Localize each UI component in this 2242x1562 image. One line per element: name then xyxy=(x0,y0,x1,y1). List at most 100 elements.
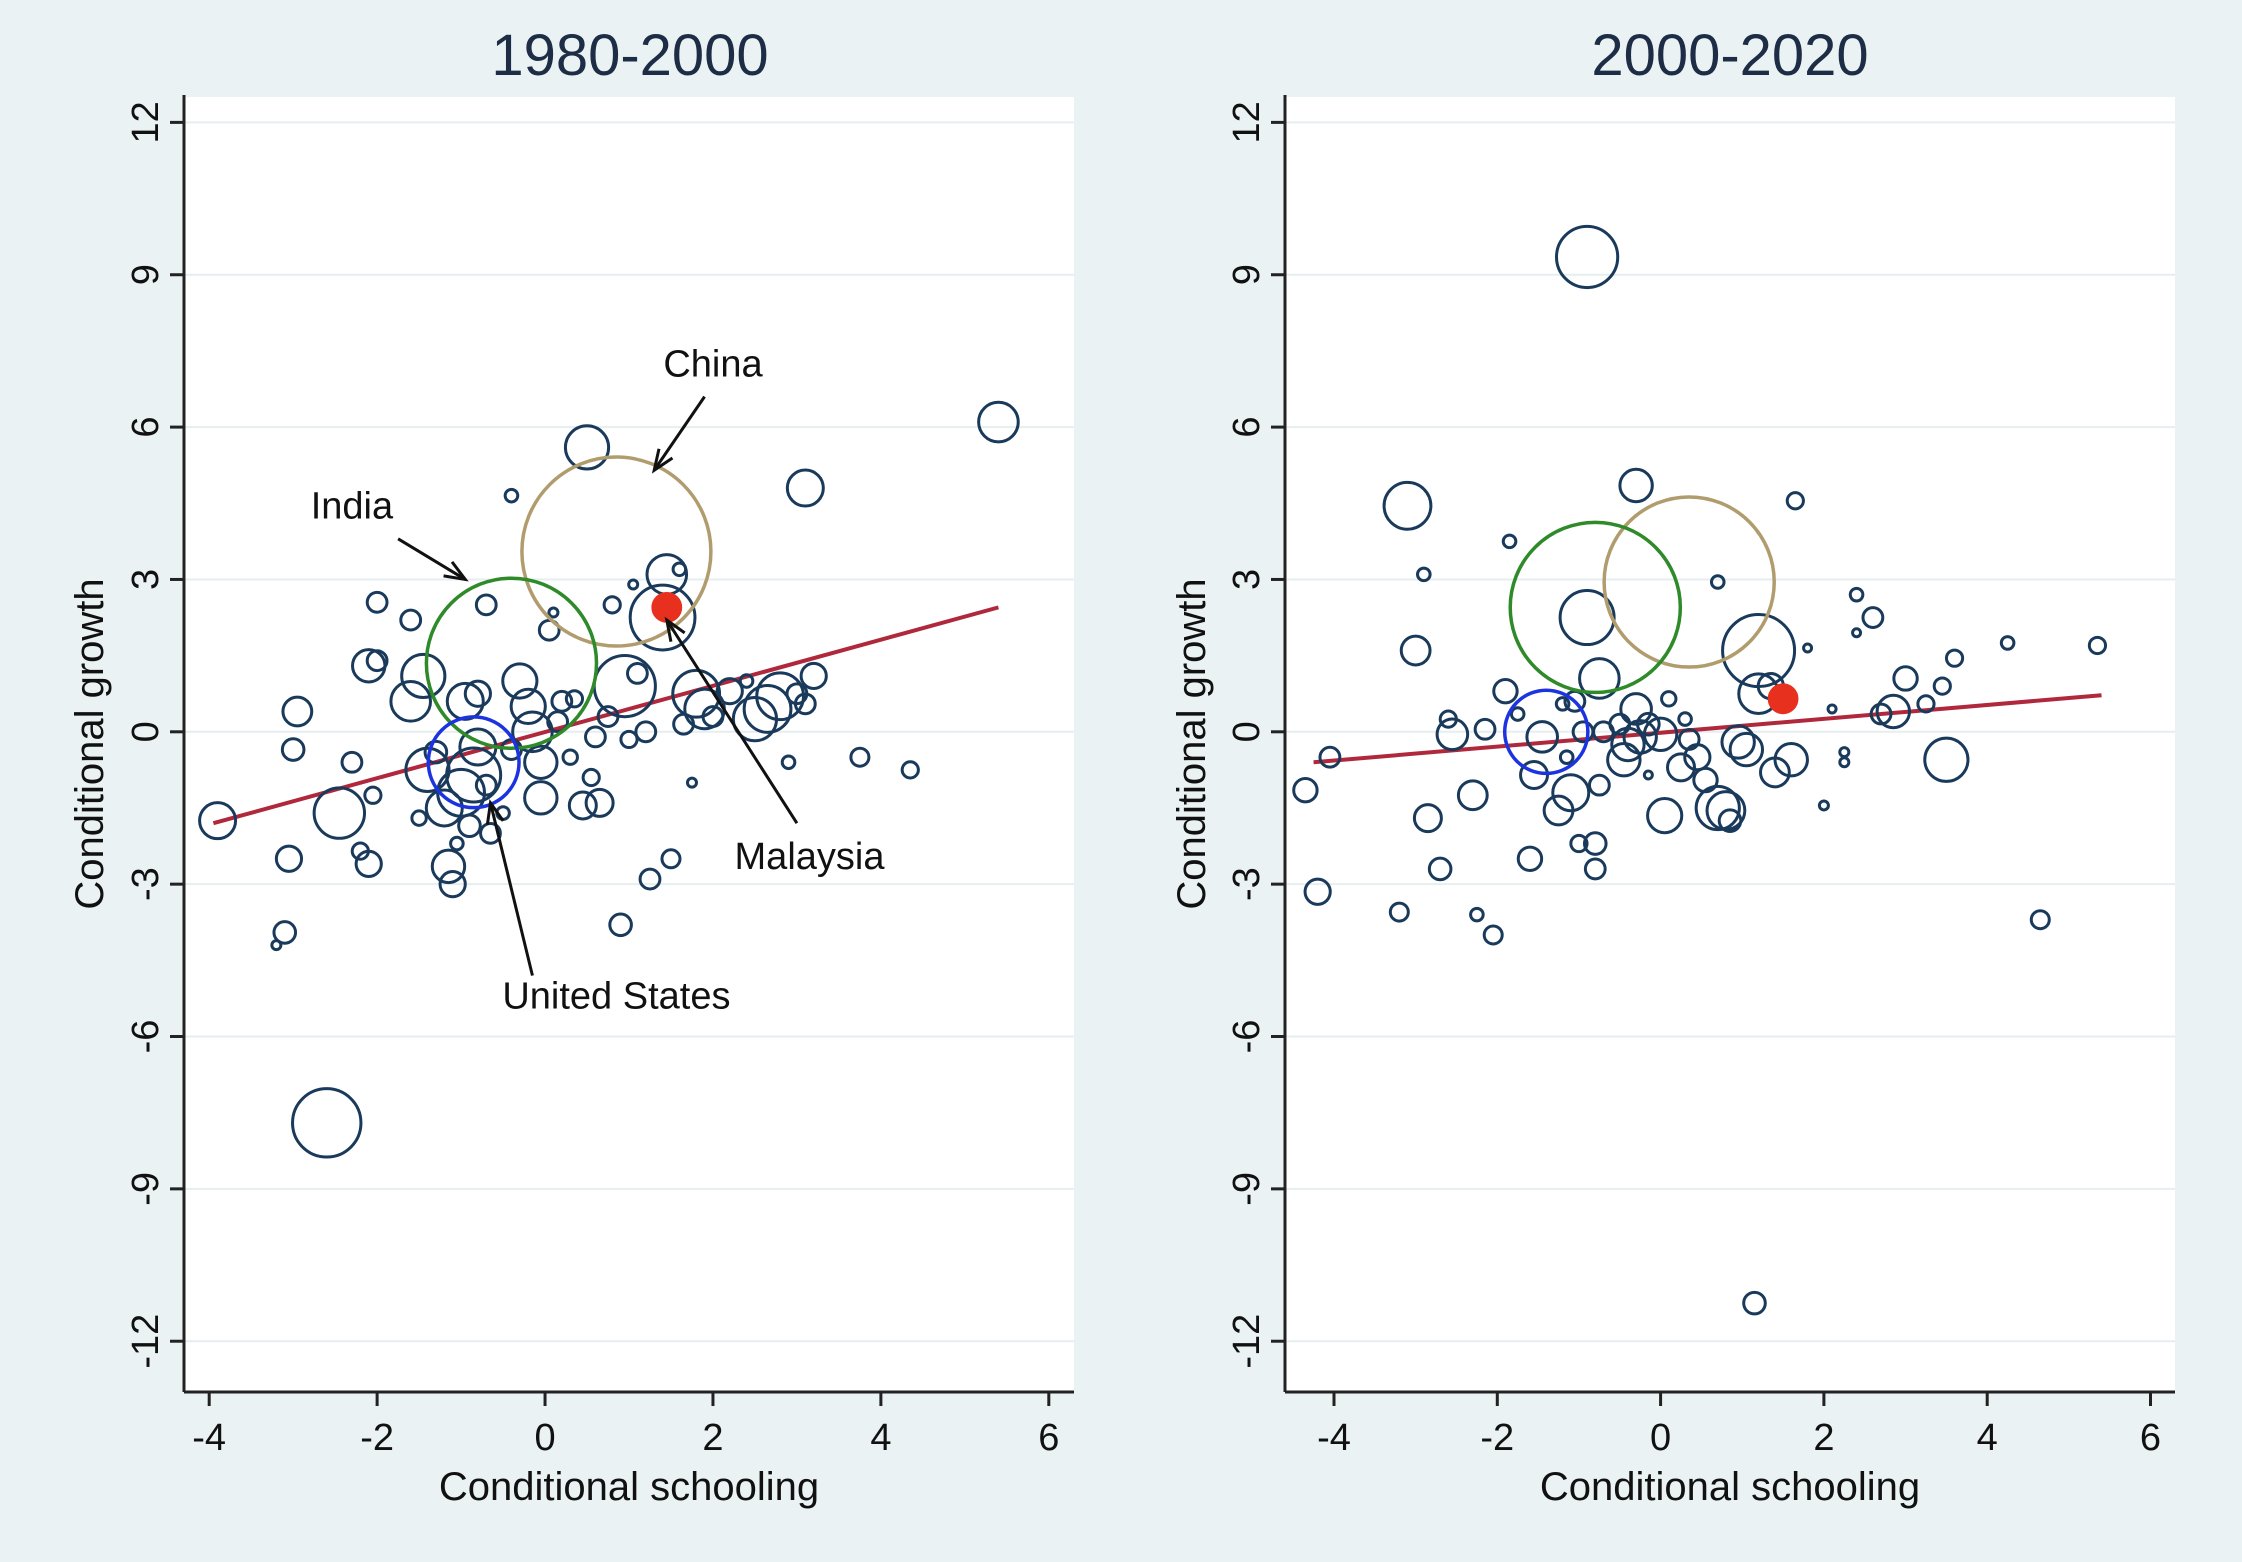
scatter-points xyxy=(1292,224,2108,1316)
x-tick-label: -4 xyxy=(1317,1417,1351,1459)
data-point xyxy=(625,662,649,685)
x-axis-label: Conditional schooling xyxy=(1540,1465,1920,1509)
data-point xyxy=(1501,533,1518,550)
gridlines xyxy=(1285,121,2175,1343)
data-point xyxy=(671,561,688,578)
data-point xyxy=(400,652,447,700)
data-point xyxy=(608,912,633,938)
data-point xyxy=(1677,711,1693,727)
annotation-arrow-line xyxy=(665,619,799,825)
data-point xyxy=(281,695,314,728)
data-point xyxy=(581,767,601,788)
data-point xyxy=(291,1087,363,1159)
panel-2000-2020: 2000-2020 -12 -9 -6 -3 0 3 6 9 12 -4 -2 0 2 4 6 Condit… xyxy=(1170,23,2175,1509)
annotation-arrow-head xyxy=(485,798,505,825)
x-tick-label: 2 xyxy=(1813,1417,1834,1459)
y-tick-label: -6 xyxy=(125,1020,167,1054)
data-point xyxy=(523,744,559,780)
data-point xyxy=(365,649,389,673)
data-point xyxy=(457,813,482,839)
y-axis-label: Conditional growth xyxy=(68,578,112,909)
data-point xyxy=(1642,716,1679,753)
data-point xyxy=(1636,711,1661,737)
data-point xyxy=(479,821,502,845)
highlighted-countries xyxy=(424,455,713,810)
y-tick-label: -12 xyxy=(125,1314,167,1369)
y-tick-label: -3 xyxy=(125,867,167,901)
data-point xyxy=(1558,749,1575,765)
data-point xyxy=(363,785,383,805)
data-point xyxy=(1525,720,1560,754)
data-point xyxy=(1382,480,1433,531)
data-point xyxy=(1622,719,1658,755)
data-point xyxy=(430,848,467,885)
data-point xyxy=(685,776,698,789)
annotation-arrow-line xyxy=(397,537,467,581)
data-point xyxy=(198,801,238,841)
data-point xyxy=(715,677,744,706)
data-point xyxy=(628,583,697,652)
x-tick-label: 0 xyxy=(534,1417,555,1459)
data-point xyxy=(312,786,367,840)
highlight-china xyxy=(1602,495,1776,669)
data-point xyxy=(1582,831,1608,856)
data-point xyxy=(619,729,639,750)
data-point xyxy=(567,790,598,821)
data-point xyxy=(561,748,579,766)
data-point xyxy=(1516,845,1544,872)
data-point xyxy=(1469,906,1485,923)
data-point xyxy=(1456,779,1489,812)
highlight-india xyxy=(1508,520,1683,695)
data-point xyxy=(1303,877,1332,906)
data-point xyxy=(547,606,560,619)
data-point xyxy=(1618,467,1654,504)
data-point xyxy=(793,692,817,716)
data-point xyxy=(564,689,585,709)
fit-line xyxy=(1313,693,2102,765)
data-point xyxy=(1578,657,1621,700)
y-axis-label: Conditional growth xyxy=(1170,578,1214,909)
plot-area xyxy=(184,97,1074,1392)
annotation-arrow-head xyxy=(443,560,469,582)
y-tick-label: 9 xyxy=(1226,264,1268,285)
data-point xyxy=(2029,909,2051,931)
highlight-china xyxy=(520,455,713,648)
data-point xyxy=(1509,706,1526,722)
data-point xyxy=(1916,694,1936,714)
annotation-arrow-head xyxy=(651,448,674,474)
data-point xyxy=(1923,736,1970,783)
data-point xyxy=(660,848,682,870)
axes: -12 -9 -6 -3 0 3 6 9 12 -4 -2 0 2 4 6 xyxy=(1226,95,2175,1459)
data-point xyxy=(1802,642,1814,654)
data-point xyxy=(423,739,449,765)
data-point xyxy=(638,867,662,891)
data-point xyxy=(1558,589,1616,647)
data-point xyxy=(1388,901,1410,923)
y-tick-label: -9 xyxy=(1226,1172,1268,1206)
axes: -12 -9 -6 -3 0 3 6 9 12 -4 -2 0 2 4 6 xyxy=(125,95,1074,1459)
data-point xyxy=(503,487,520,504)
data-point xyxy=(1851,627,1863,639)
annotation-arrow-line xyxy=(489,802,534,976)
data-point xyxy=(511,710,554,754)
data-point xyxy=(1742,1290,1767,1316)
panel-title: 1980-2000 xyxy=(491,23,768,88)
data-point xyxy=(1660,690,1678,708)
annotation-india: India xyxy=(311,486,394,528)
data-point xyxy=(449,835,465,852)
data-point xyxy=(671,668,722,719)
data-point xyxy=(1551,773,1591,813)
annotations: China India Malaysia United States xyxy=(311,343,886,1017)
annotation-arrow-head xyxy=(664,616,686,642)
data-point xyxy=(1427,856,1453,882)
data-point xyxy=(1944,648,1965,668)
y-tick-label: -9 xyxy=(125,1172,167,1206)
data-point xyxy=(785,468,825,508)
annotation-arrow-line xyxy=(652,395,706,472)
data-point xyxy=(701,705,725,728)
x-tick-label: 2 xyxy=(702,1417,723,1459)
data-point xyxy=(1435,717,1470,752)
highlight-india xyxy=(424,576,599,751)
